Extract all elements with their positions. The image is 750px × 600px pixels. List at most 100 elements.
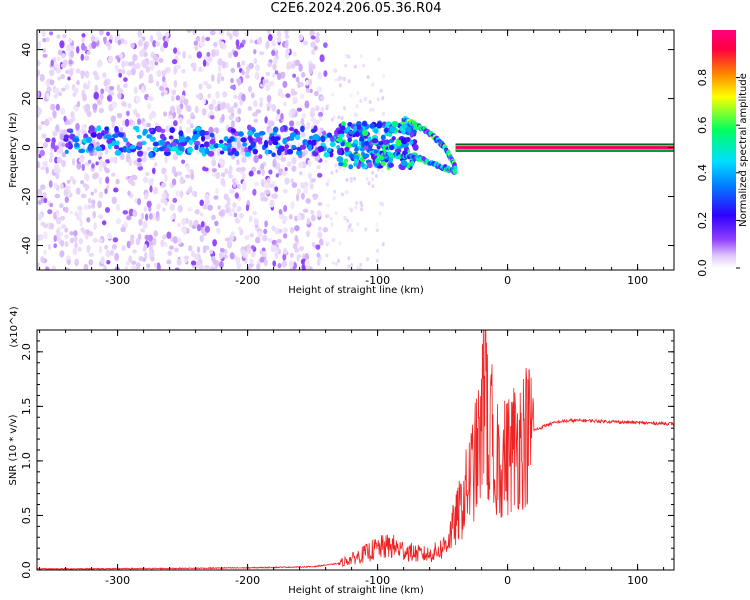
heatmap-cell xyxy=(207,150,215,157)
heatmap-cell xyxy=(196,246,201,253)
heatmap-cell xyxy=(58,145,64,154)
heatmap-cell xyxy=(267,30,271,35)
heatmap-cell xyxy=(248,170,254,177)
heatmap-cell xyxy=(106,31,110,37)
heatmap-cell xyxy=(138,255,144,262)
heatmap-cell xyxy=(268,80,275,87)
heatmap-cell xyxy=(165,32,170,38)
heatmap-cell xyxy=(271,103,277,112)
heatmap-cell xyxy=(323,151,331,158)
heatmap-cell xyxy=(55,209,60,216)
heatmap-cell xyxy=(289,132,297,138)
heatmap-cell xyxy=(334,163,338,168)
snr-y-axis-label: SNR (10 * v/v) xyxy=(8,414,19,485)
heatmap-cell xyxy=(106,259,111,265)
heatmap-cell xyxy=(61,52,66,59)
heatmap-cell xyxy=(114,35,118,44)
heatmap-cell xyxy=(195,94,201,99)
heatmap-cell xyxy=(85,173,90,182)
heatmap-cell xyxy=(194,45,199,51)
heatmap-cell xyxy=(60,73,65,80)
heatmap-cell xyxy=(104,147,109,155)
heatmap-cell xyxy=(141,60,148,69)
heatmap-cell xyxy=(245,204,250,212)
heatmap-cell xyxy=(49,79,55,86)
heatmap-cell xyxy=(347,256,351,261)
heatmap-cell xyxy=(64,149,69,155)
heatmap-cell xyxy=(76,100,81,108)
heatmap-cell xyxy=(59,133,65,141)
heatmap-cell xyxy=(98,245,103,254)
heatmap-cell xyxy=(41,133,47,139)
heatmap-cell xyxy=(191,250,195,258)
heatmap-cell xyxy=(242,142,247,147)
heatmap-cell xyxy=(219,41,225,47)
heatmap-cell xyxy=(283,205,288,212)
heatmap-cell xyxy=(263,141,269,148)
heatmap-cell xyxy=(185,217,189,224)
heatmap-cell xyxy=(48,116,53,122)
heatmap-cell xyxy=(171,178,177,186)
heatmap-cell xyxy=(81,37,85,43)
heatmap-cell xyxy=(105,176,110,184)
heatmap-cell xyxy=(343,158,349,163)
heatmap-cell xyxy=(86,245,91,251)
heatmap-cell xyxy=(147,103,152,110)
heatmap-cell xyxy=(218,157,223,165)
heatmap-cell xyxy=(412,139,418,145)
heatmap-cell xyxy=(74,142,80,148)
heatmap-cell xyxy=(160,91,165,97)
heatmap-cell xyxy=(202,245,207,254)
heatmap-cell xyxy=(152,141,159,147)
heatmap-cell xyxy=(286,61,292,70)
heatmap-cell xyxy=(332,68,336,73)
heatmap-cell xyxy=(344,146,350,152)
heatmap-cell xyxy=(47,243,52,251)
heatmap-cell xyxy=(241,93,246,102)
heatmap-cell xyxy=(248,85,252,93)
heatmap-cell xyxy=(119,53,124,60)
heatmap-cell xyxy=(202,98,206,105)
heatmap-cell xyxy=(208,110,215,116)
heatmap-cell xyxy=(382,111,386,116)
heatmap-cell xyxy=(250,166,257,173)
heatmap-cell xyxy=(81,163,85,172)
heatmap-cell xyxy=(64,241,69,248)
heatmap-cell xyxy=(325,104,329,109)
heatmap-cell xyxy=(133,175,138,181)
heatmap-cell xyxy=(225,102,231,110)
heatmap-cell xyxy=(237,78,242,86)
heatmap-cell xyxy=(60,142,66,148)
heatmap-cell xyxy=(200,135,206,142)
heatmap-cell xyxy=(146,200,152,208)
heatmap-cell xyxy=(204,134,211,140)
heatmap-cell xyxy=(62,129,68,136)
heatmap-cell xyxy=(291,182,298,188)
heatmap-cell xyxy=(327,147,332,153)
heatmap-cell xyxy=(146,263,151,269)
heatmap-cell xyxy=(368,100,372,104)
heatmap-cell xyxy=(104,188,108,195)
heatmap-cell xyxy=(85,184,90,190)
heatmap-cell xyxy=(276,30,281,37)
heatmap-cell xyxy=(296,120,301,127)
heatmap-cell xyxy=(203,141,210,148)
heatmap-cell xyxy=(137,40,144,47)
heatmap-cell xyxy=(53,235,57,243)
heatmap-cell xyxy=(224,168,229,175)
heatmap-cell xyxy=(311,178,316,183)
heatmap-cell xyxy=(209,132,215,138)
heatmap-cell xyxy=(173,47,178,54)
heatmap-cell xyxy=(202,80,209,86)
heatmap-cell xyxy=(67,37,73,43)
heatmap-cell xyxy=(248,215,253,223)
heatmap-cell xyxy=(259,256,265,263)
heatmap-cell xyxy=(219,102,224,111)
heatmap-cell xyxy=(215,187,219,195)
heatmap-cell xyxy=(381,202,385,207)
heatmap-cell xyxy=(381,242,385,247)
heatmap-cell xyxy=(37,90,40,98)
heatmap-cell xyxy=(98,238,103,243)
heatmap-cell xyxy=(338,83,342,88)
heatmap-cell xyxy=(298,63,303,71)
